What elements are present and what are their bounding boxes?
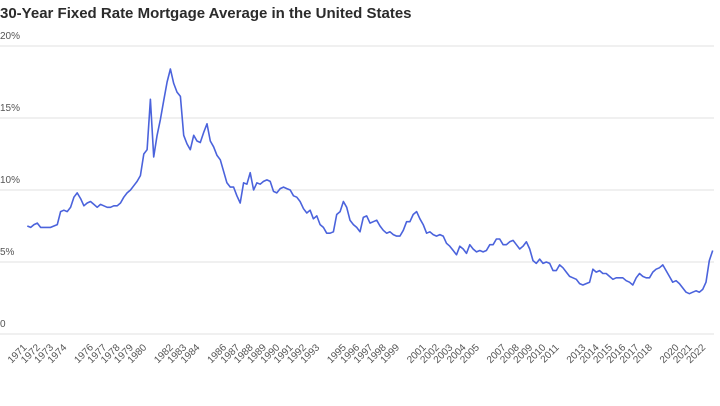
y-tick-label: 15% xyxy=(0,103,20,114)
y-tick-label: 0 xyxy=(0,319,6,330)
y-tick-label: 5% xyxy=(0,247,15,258)
y-tick-label: 20% xyxy=(0,31,20,42)
chart-title: 30-Year Fixed Rate Mortgage Average in t… xyxy=(0,5,412,22)
data-line xyxy=(26,68,714,295)
y-tick-label: 10% xyxy=(0,175,20,186)
